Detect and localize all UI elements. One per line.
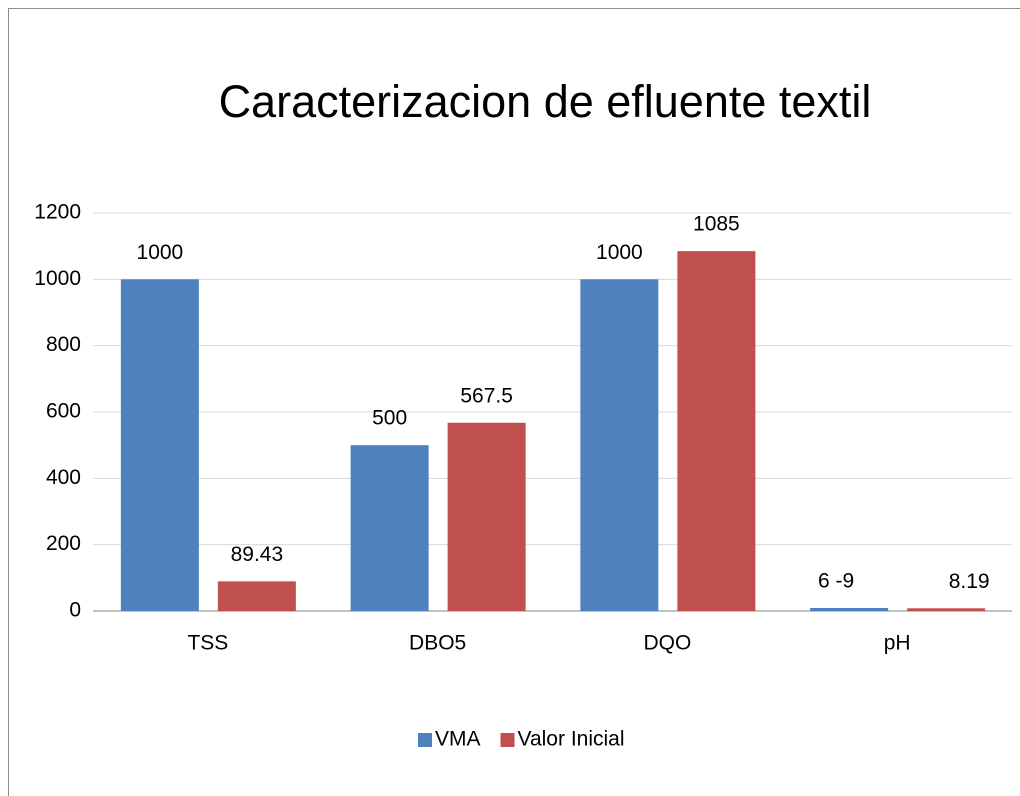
- bar: [447, 422, 526, 611]
- chart-border: [8, 8, 1020, 796]
- y-tick-label: 1200: [34, 201, 81, 224]
- x-tick-label: DQO: [643, 632, 691, 655]
- data-label: 6 -9: [818, 570, 854, 593]
- legend-label: VMA: [435, 728, 481, 751]
- bar: [217, 581, 296, 611]
- data-label: 8.19: [949, 570, 990, 593]
- data-label: 1000: [596, 241, 643, 264]
- bar: [350, 445, 429, 611]
- bar: [677, 251, 756, 611]
- x-tick-label: pH: [884, 632, 911, 655]
- data-label: 89.43: [231, 543, 284, 566]
- legend-label: Valor Inicial: [518, 728, 625, 751]
- y-tick-label: 1000: [34, 267, 81, 290]
- y-tick-label: 800: [46, 333, 81, 356]
- bar: [907, 608, 986, 611]
- bar: [810, 608, 889, 611]
- data-label: 1085: [693, 213, 740, 236]
- x-tick-label: DBO5: [409, 632, 466, 655]
- data-label: 500: [372, 407, 407, 430]
- y-tick-label: 200: [46, 532, 81, 555]
- legend-swatch: [500, 733, 515, 747]
- y-tick-label: 400: [46, 466, 81, 489]
- y-tick-label: 0: [69, 599, 81, 622]
- chart-title: Caracterizacion de efluente textil: [219, 76, 872, 127]
- bar: [120, 279, 199, 611]
- y-tick-label: 600: [46, 400, 81, 423]
- data-label: 567.5: [460, 384, 513, 407]
- legend-swatch: [418, 733, 432, 747]
- data-label: 1000: [137, 241, 184, 264]
- bar: [580, 279, 659, 611]
- x-tick-label: TSS: [187, 632, 228, 655]
